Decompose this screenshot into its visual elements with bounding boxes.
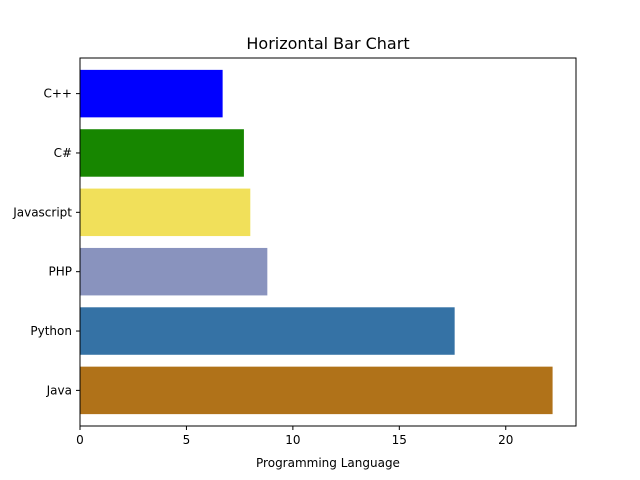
x-tick-label-10: 10 (285, 433, 300, 447)
x-tick-label-0: 0 (76, 433, 84, 447)
chart-title: Horizontal Bar Chart (246, 34, 409, 53)
bars-group (80, 69, 553, 415)
y-tick-label-php: PHP (49, 265, 73, 279)
bar-python (80, 307, 455, 355)
x-axis-ticks: 0 5 10 15 20 (76, 426, 513, 447)
x-tick-label-15: 15 (392, 433, 407, 447)
y-axis-ticks: Java Python PHP Javascript C# C++ (12, 87, 80, 397)
y-tick-label-c: C++ (44, 87, 73, 101)
y-tick-label-python: Python (30, 324, 72, 338)
bar-c (80, 129, 244, 177)
bar-c (80, 69, 223, 118)
x-axis-label: Programming Language (256, 456, 400, 470)
x-tick-label-5: 5 (183, 433, 191, 447)
bar-php (80, 247, 268, 296)
bar-javascript (80, 188, 251, 237)
x-tick-label-20: 20 (498, 433, 513, 447)
plot-frame (79, 57, 577, 427)
y-tick-label-java: Java (46, 383, 72, 397)
bar-java (80, 366, 553, 415)
y-tick-label-javascript: Javascript (12, 205, 72, 219)
y-tick-label-c: C# (54, 146, 72, 160)
